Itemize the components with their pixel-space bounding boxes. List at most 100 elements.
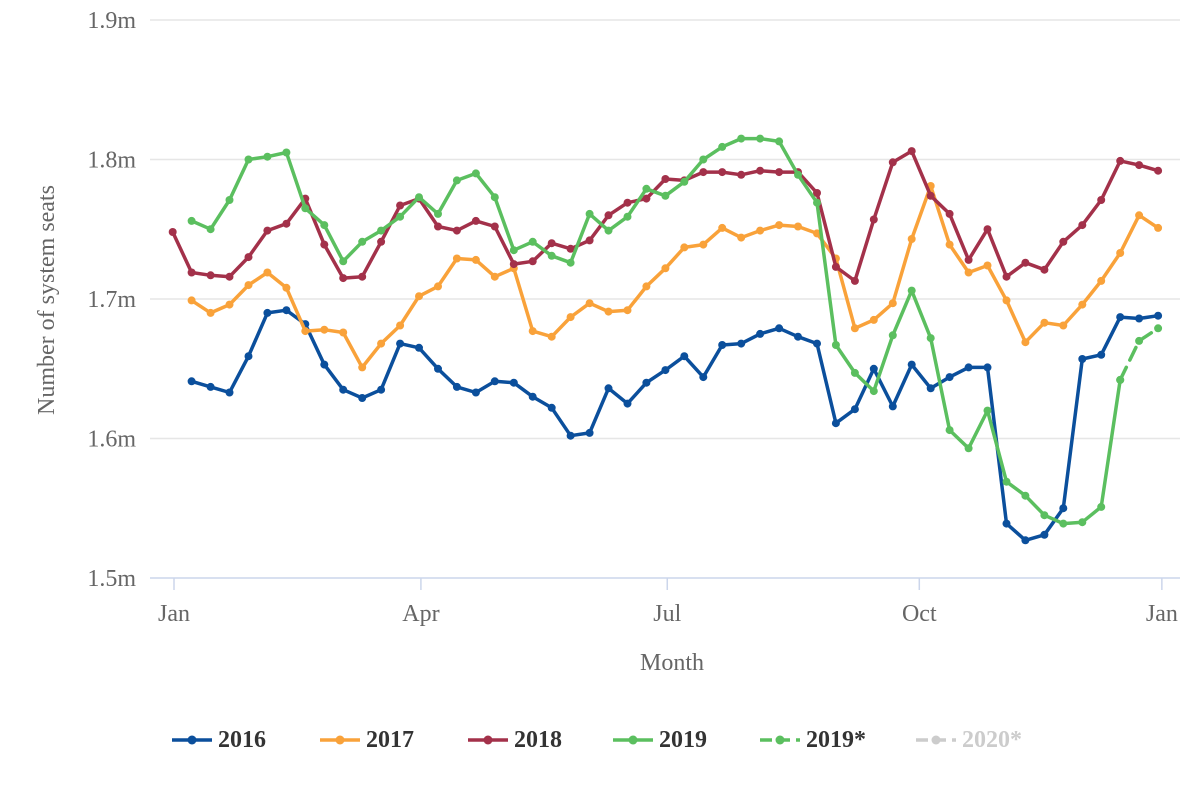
data-point[interactable] [718,142,727,151]
data-point[interactable] [756,166,765,175]
data-point[interactable] [756,226,765,235]
data-point[interactable] [585,236,594,245]
data-point[interactable] [225,388,234,397]
data-point[interactable] [813,339,821,348]
data-point[interactable] [1154,166,1163,175]
legend-item-2016[interactable]: 2016 [170,712,266,768]
data-point[interactable] [737,134,746,143]
data-point[interactable] [585,209,594,218]
data-point[interactable] [339,328,348,337]
data-point[interactable] [1097,196,1106,204]
data-point[interactable] [926,384,935,393]
data-point[interactable] [794,332,802,341]
data-point[interactable] [1116,375,1125,384]
data-point[interactable] [471,388,480,397]
data-point[interactable] [263,226,272,235]
data-point[interactable] [187,377,196,386]
data-point[interactable] [547,332,556,341]
data-point[interactable] [1002,477,1011,486]
data-point[interactable] [528,392,537,401]
data-point[interactable] [206,271,215,280]
data-point[interactable] [1021,258,1030,267]
data-point[interactable] [452,176,461,185]
data-point[interactable] [1154,324,1163,333]
data-point[interactable] [320,360,329,369]
data-point[interactable] [1021,338,1030,347]
data-point[interactable] [794,170,802,179]
data-point[interactable] [377,339,386,348]
data-point[interactable] [301,327,310,336]
data-point[interactable] [471,216,480,225]
data-point[interactable] [528,257,537,266]
data-point[interactable] [1116,313,1125,322]
data-point[interactable] [983,406,992,415]
data-point[interactable] [282,306,291,315]
data-point[interactable] [1002,519,1011,528]
data-point[interactable] [1154,311,1163,320]
data-point[interactable] [604,307,613,316]
data-point[interactable] [396,212,405,221]
data-point[interactable] [604,384,613,393]
data-point[interactable] [1154,223,1163,232]
data-point[interactable] [490,222,499,231]
data-point[interactable] [187,216,196,225]
data-point[interactable] [509,378,518,387]
data-point[interactable] [945,373,954,382]
data-point[interactable] [452,254,461,263]
data-point[interactable] [869,387,878,396]
data-point[interactable] [415,193,423,202]
data-point[interactable] [756,134,765,143]
data-point[interactable] [850,276,859,285]
data-point[interactable] [1135,211,1144,220]
series-line[interactable] [189,308,1160,543]
data-point[interactable] [1097,350,1106,359]
data-point[interactable] [358,363,367,372]
data-point[interactable] [813,198,821,207]
data-point[interactable] [1059,519,1068,528]
data-point[interactable] [964,255,973,264]
data-point[interactable] [642,378,651,387]
data-point[interactable] [888,158,897,167]
data-point[interactable] [699,373,708,382]
data-point[interactable] [737,339,746,348]
data-point[interactable] [907,235,916,243]
data-point[interactable] [547,403,556,412]
data-point[interactable] [566,313,575,322]
data-point[interactable] [850,405,859,414]
data-point[interactable] [945,209,954,218]
data-point[interactable] [358,237,367,246]
data-point[interactable] [1135,161,1144,170]
data-point[interactable] [490,193,499,202]
data-point[interactable] [680,352,689,361]
legend-item-2020-projected[interactable]: 2020* [914,712,1022,768]
data-point[interactable] [168,228,177,236]
data-point[interactable] [339,257,348,266]
data-point[interactable] [225,300,234,309]
data-point[interactable] [642,184,651,193]
data-point[interactable] [680,243,689,252]
data-point[interactable] [396,339,405,348]
data-point[interactable] [831,341,840,349]
data-point[interactable] [623,198,632,207]
data-point[interactable] [718,168,727,177]
data-point[interactable] [282,148,291,157]
data-point[interactable] [263,268,272,277]
data-point[interactable] [396,201,405,210]
data-point[interactable] [263,308,272,317]
data-point[interactable] [794,222,802,231]
data-point[interactable] [1135,314,1144,323]
data-point[interactable] [1059,321,1068,330]
data-point[interactable] [850,368,859,377]
data-point[interactable] [509,246,518,255]
data-point[interactable] [1078,300,1087,309]
data-point[interactable] [1097,502,1106,511]
data-point[interactable] [831,419,840,428]
data-point[interactable] [377,237,386,246]
data-point[interactable] [528,327,537,336]
data-point[interactable] [528,237,537,246]
series-line[interactable] [1118,326,1160,382]
data-point[interactable] [320,325,329,334]
data-point[interactable] [1002,296,1011,305]
data-point[interactable] [244,352,253,361]
data-point[interactable] [775,324,784,333]
